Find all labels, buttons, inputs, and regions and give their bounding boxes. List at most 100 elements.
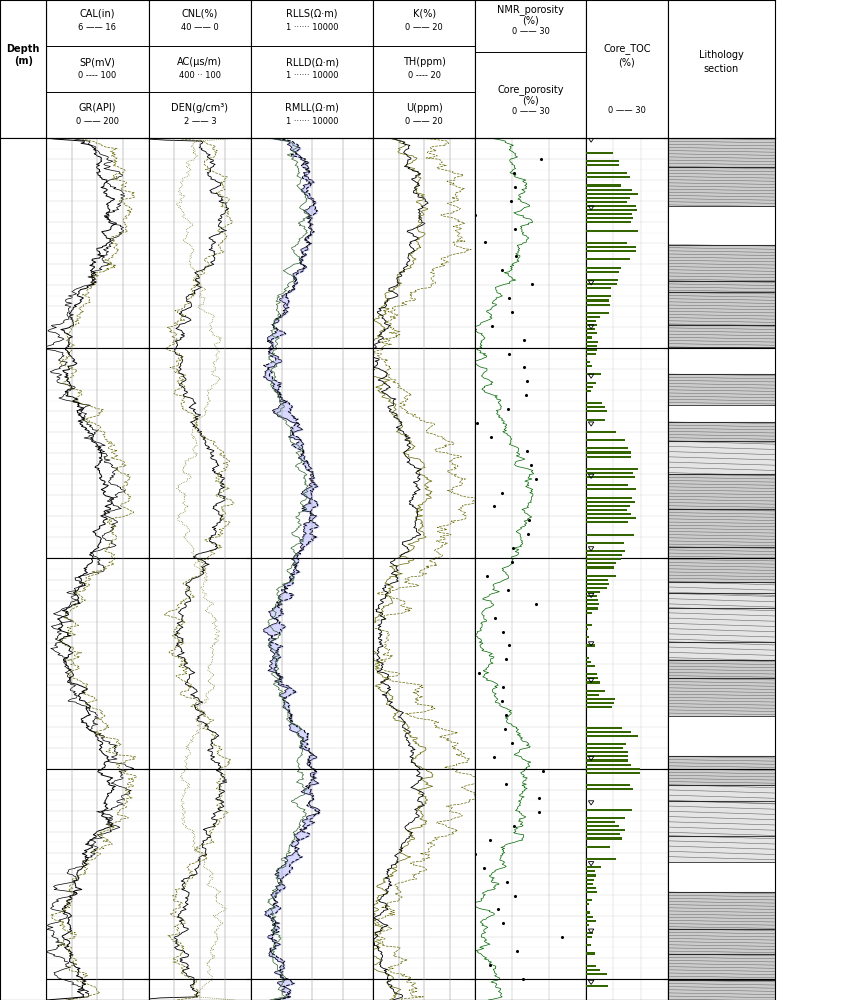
Bar <box>585 636 589 638</box>
Bar <box>585 279 618 281</box>
Bar <box>585 431 616 433</box>
Bar <box>585 271 619 273</box>
Bar <box>585 213 632 215</box>
Text: 0 —— 20: 0 —— 20 <box>405 23 443 32</box>
Bar <box>585 201 627 203</box>
Bar <box>585 484 628 486</box>
Point <box>481 568 494 584</box>
Bar <box>585 698 616 700</box>
Point <box>469 207 482 223</box>
Bar <box>585 406 605 408</box>
Bar <box>585 628 589 630</box>
Bar <box>585 336 592 339</box>
Bar <box>585 755 627 757</box>
Bar <box>585 365 592 367</box>
Point <box>477 234 491 250</box>
Bar <box>585 554 622 556</box>
Bar <box>585 419 605 421</box>
Text: 0 —— 30: 0 —— 30 <box>608 106 646 115</box>
Bar <box>585 899 592 901</box>
Text: 40 —— 0: 40 —— 0 <box>181 23 219 32</box>
Bar <box>585 468 638 470</box>
Text: CNL(%): CNL(%) <box>182 9 218 19</box>
Bar <box>585 456 632 458</box>
Bar <box>585 193 637 195</box>
Bar <box>585 209 637 211</box>
Point <box>534 151 547 167</box>
Bar <box>585 825 619 827</box>
Point <box>509 888 522 904</box>
Bar <box>585 837 622 840</box>
Bar <box>585 932 593 934</box>
Text: K(%): K(%) <box>413 9 436 19</box>
Bar <box>585 357 587 359</box>
Bar <box>585 727 622 729</box>
Text: 1 ······ 10000: 1 ······ 10000 <box>285 117 338 126</box>
Bar <box>585 624 592 626</box>
Bar <box>585 349 597 351</box>
Text: 0 —— 30: 0 —— 30 <box>512 27 550 36</box>
Bar <box>585 472 633 474</box>
Point <box>520 387 533 403</box>
Text: NMR_porosity: NMR_porosity <box>497 4 564 15</box>
Bar <box>585 320 595 322</box>
Point <box>506 540 520 556</box>
Bar <box>585 924 589 926</box>
Text: RLLS(Ω·m): RLLS(Ω·m) <box>286 9 338 19</box>
Text: 0 —— 30: 0 —— 30 <box>512 107 550 116</box>
Bar <box>585 607 598 610</box>
Point <box>496 915 509 931</box>
Point <box>472 665 486 681</box>
Point <box>522 512 536 528</box>
Bar <box>585 345 597 347</box>
Point <box>521 526 535 542</box>
Bar <box>585 160 620 162</box>
Point <box>491 901 504 917</box>
Bar <box>585 373 601 375</box>
Text: (%): (%) <box>522 16 539 26</box>
Bar <box>585 230 637 232</box>
Text: section: section <box>704 64 739 74</box>
Bar <box>585 476 636 478</box>
Bar <box>585 189 632 191</box>
Bar <box>585 731 631 733</box>
Point <box>495 485 509 501</box>
Bar <box>585 566 614 569</box>
Bar <box>585 911 589 914</box>
Bar <box>585 451 632 454</box>
Bar <box>585 390 591 392</box>
Bar <box>585 677 598 679</box>
Text: 0 ---- 20: 0 ---- 20 <box>408 71 440 80</box>
Bar <box>585 242 627 244</box>
Point <box>517 359 530 375</box>
Bar <box>585 513 631 515</box>
Point <box>477 860 491 876</box>
Bar <box>585 324 597 326</box>
Bar <box>585 152 613 154</box>
Bar <box>585 969 600 971</box>
Bar <box>585 702 615 704</box>
Bar <box>585 410 607 412</box>
Bar <box>585 316 600 318</box>
Bar <box>585 747 623 749</box>
Point <box>486 318 499 334</box>
Point <box>496 679 509 695</box>
Text: SP(mV): SP(mV) <box>79 57 115 67</box>
Bar <box>585 217 632 219</box>
Bar <box>585 197 630 199</box>
Bar <box>585 579 608 581</box>
Point <box>506 304 520 320</box>
Point <box>501 401 514 417</box>
Bar <box>585 673 597 675</box>
Bar <box>585 952 595 955</box>
Bar <box>585 809 632 811</box>
Bar <box>585 386 594 388</box>
Bar <box>585 821 616 823</box>
Text: DEN(g/cm³): DEN(g/cm³) <box>171 103 228 113</box>
Point <box>532 790 546 806</box>
Bar <box>585 879 594 881</box>
Text: 1 ······ 10000: 1 ······ 10000 <box>285 23 338 32</box>
Bar <box>585 402 601 404</box>
Point <box>509 248 523 264</box>
Bar <box>585 172 627 174</box>
